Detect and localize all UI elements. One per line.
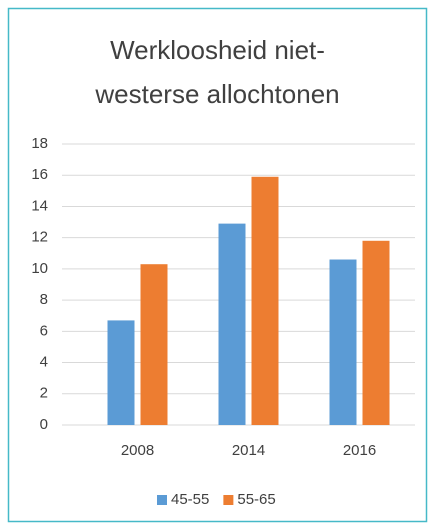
y-tick-label: 14 — [31, 197, 48, 214]
bar — [140, 264, 168, 425]
bar — [251, 176, 279, 425]
bar — [218, 223, 246, 425]
x-tick-label: 2008 — [121, 442, 154, 459]
y-tick-label: 8 — [40, 291, 48, 308]
legend-swatch — [157, 495, 167, 505]
y-tick-label: 2 — [40, 385, 48, 402]
y-tick-label: 0 — [40, 416, 48, 433]
bar — [362, 240, 390, 425]
x-tick-label: 2014 — [232, 442, 265, 459]
bar — [329, 259, 357, 425]
y-tick-label: 12 — [31, 229, 48, 246]
legend-swatch — [223, 495, 234, 505]
y-tick-label: 10 — [31, 260, 48, 277]
x-tick-label: 2016 — [343, 442, 376, 459]
legend-label: 45-55 — [171, 491, 209, 508]
chart-border — [7, 7, 428, 523]
y-tick-label: 18 — [31, 135, 48, 152]
bar — [107, 320, 135, 425]
y-tick-label: 6 — [40, 322, 48, 339]
legend-label: 55-65 — [237, 491, 275, 508]
y-tick-label: 16 — [31, 166, 48, 183]
chart-title: Werkloosheid niet-westerse allochtonen — [95, 35, 340, 109]
y-tick-label: 4 — [40, 354, 48, 371]
